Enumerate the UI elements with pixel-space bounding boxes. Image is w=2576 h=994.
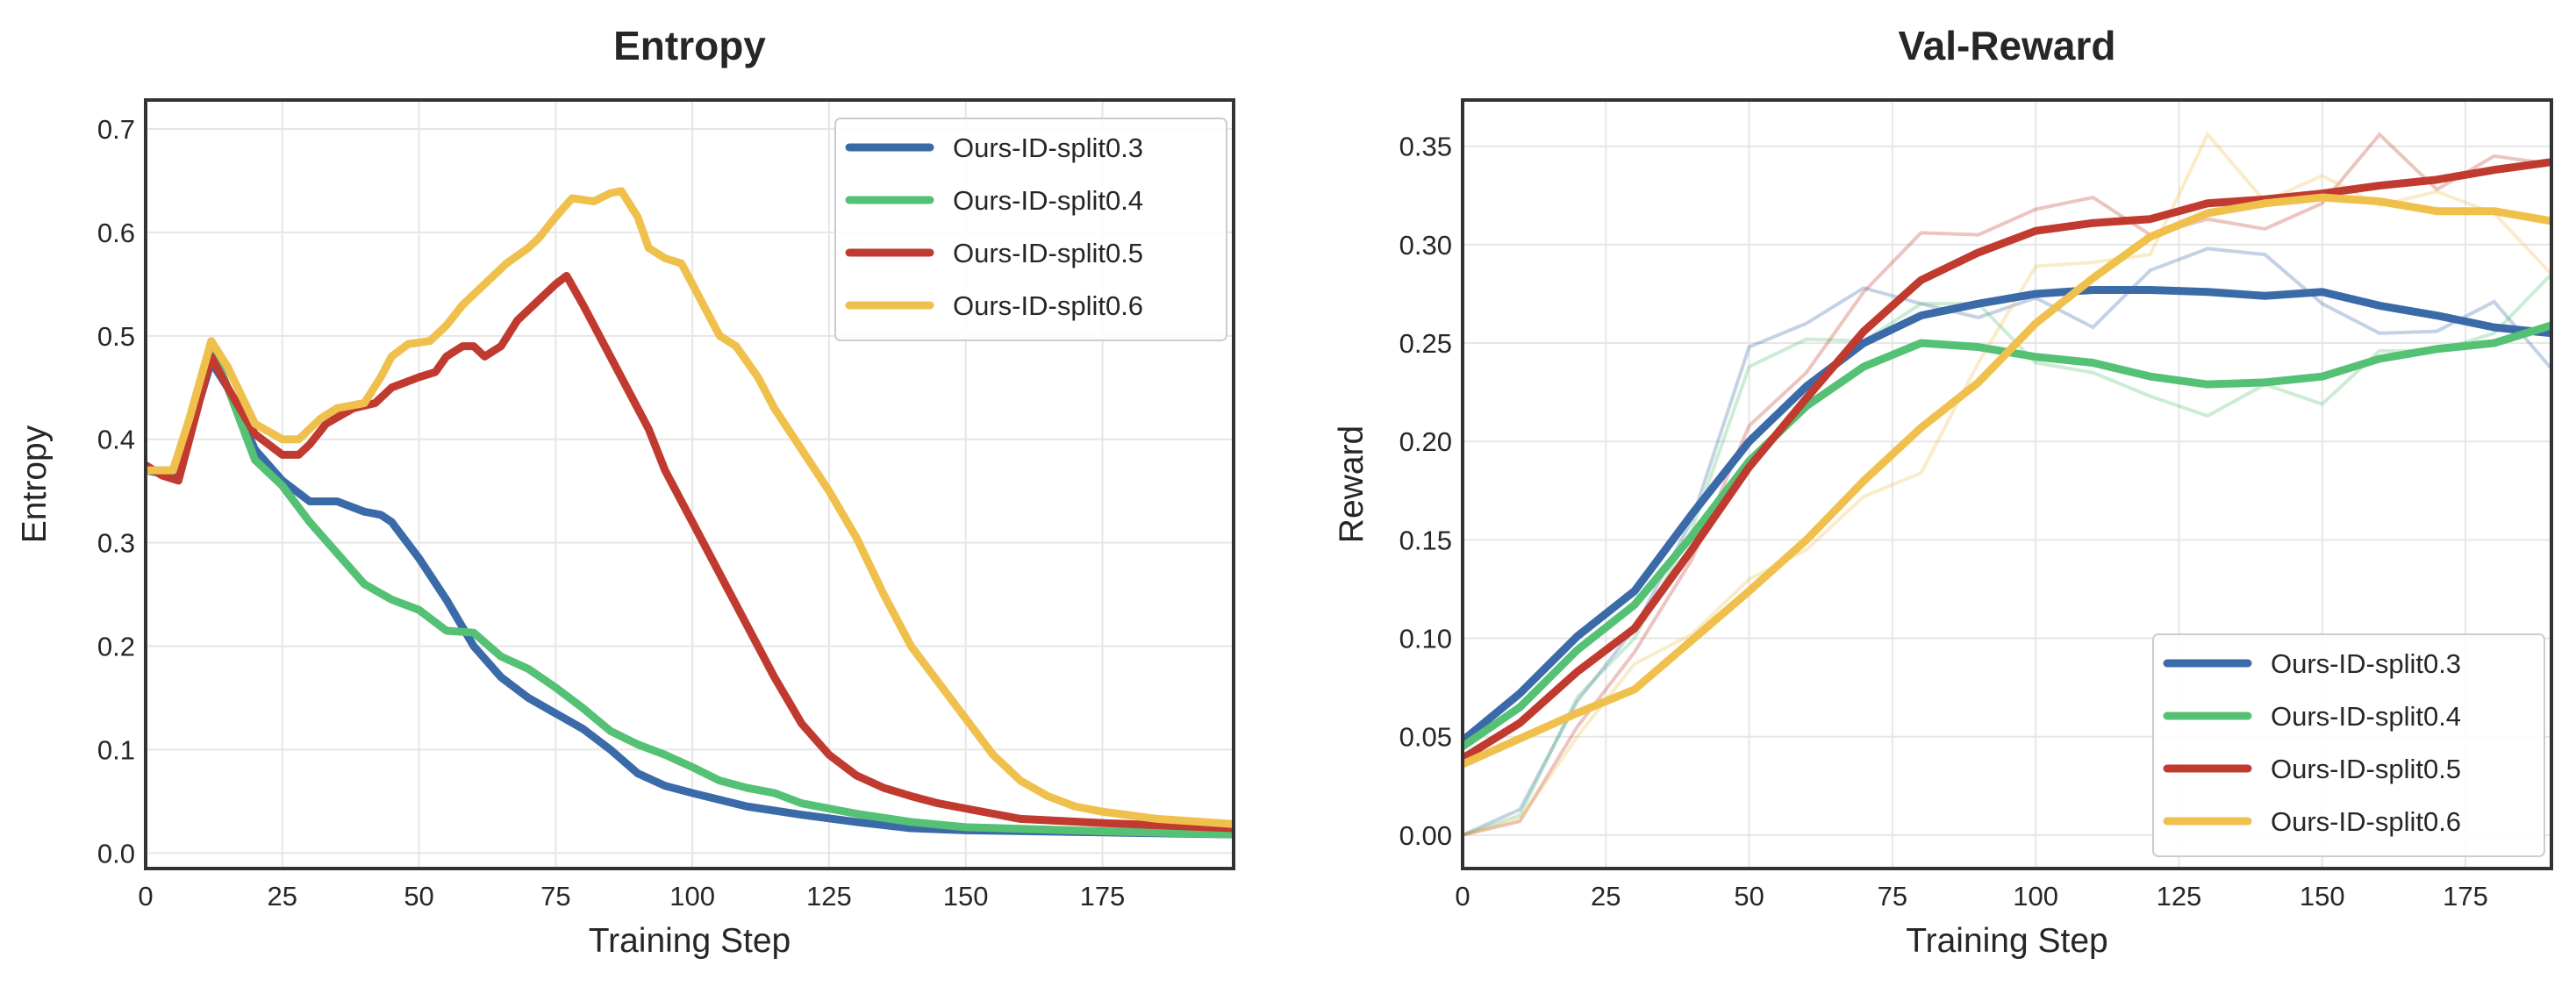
y-tick-label: 0.5: [97, 321, 135, 352]
y-tick-label: 0.0: [97, 838, 135, 869]
axes-frame: [1461, 98, 2553, 870]
series-line-Ours-ID-split0.5: [1463, 158, 2551, 762]
series-line-Ours-ID-split0.6: [146, 187, 1234, 828]
x-axis-label: Training Step: [589, 922, 791, 960]
raw-line-Ours-ID-split0.5: [1463, 132, 2551, 837]
x-tick-label: 150: [2300, 881, 2345, 912]
legend: Ours-ID-split0.3 Ours-ID-split0.4 Ours-ID-…: [834, 118, 1227, 341]
y-tick-label: 0.4: [97, 425, 135, 455]
x-tick-label: 150: [943, 881, 989, 912]
y-axis-label: Reward: [1333, 425, 1370, 543]
legend-label: Ours-ID-split0.5: [2271, 754, 2461, 784]
legend-label: Ours-ID-split0.3: [953, 132, 1143, 163]
legend-label: Ours-ID-split0.4: [2271, 701, 2461, 732]
x-tick-label: 100: [669, 881, 715, 912]
series-layer: [146, 187, 1234, 839]
series-line-Ours-ID-split0.5: [146, 271, 1234, 833]
legend-label: Ours-ID-split0.3: [2271, 648, 2461, 679]
x-tick-label: 175: [1080, 881, 1126, 912]
y-tick-label: 0.15: [1399, 525, 1452, 555]
y-tick-label: 0.25: [1399, 328, 1452, 359]
x-tick-label: 0: [1455, 881, 1470, 912]
x-tick-label: 125: [806, 881, 852, 912]
x-axis-label: Training Step: [1906, 922, 2108, 960]
series-line-Ours-ID-split0.3: [1463, 285, 2551, 745]
legend-label: Ours-ID-split0.5: [953, 238, 1143, 268]
y-tick-label: 0.20: [1399, 426, 1452, 457]
legend: Ours-ID-split0.3 Ours-ID-split0.4 Ours-ID-…: [2152, 633, 2545, 857]
series-line-Ours-ID-split0.6: [1463, 193, 2551, 769]
legend-box: [834, 118, 1227, 341]
legend-label: Ours-ID-split0.6: [2271, 806, 2461, 837]
legend-box: [2152, 633, 2545, 857]
y-tick-label: 0.7: [97, 114, 135, 145]
legend-label: Ours-ID-split0.6: [953, 290, 1143, 321]
chart-title: Entropy: [613, 23, 766, 68]
x-tick-label: 0: [138, 881, 153, 912]
y-tick-label: 0.3: [97, 528, 135, 559]
y-tick-label: 0.1: [97, 734, 135, 765]
chart-title: Val-Reward: [1899, 23, 2116, 68]
x-tick-label: 75: [540, 881, 570, 912]
x-tick-label: 25: [1591, 881, 1621, 912]
y-axis-label: Entropy: [16, 425, 54, 543]
x-tick-label: 50: [404, 881, 433, 912]
x-tick-label: 50: [1734, 881, 1764, 912]
x-tick-label: 75: [1878, 881, 1907, 912]
y-tick-label: 0.6: [97, 218, 135, 248]
x-tick-label: 25: [268, 881, 297, 912]
x-tick-label: 175: [2443, 881, 2488, 912]
y-tick-label: 0.35: [1399, 132, 1452, 162]
legend-label: Ours-ID-split0.4: [953, 185, 1143, 216]
x-tick-label: 100: [2013, 881, 2058, 912]
y-tick-label: 0.05: [1399, 722, 1452, 753]
series-line-Ours-ID-split0.4: [146, 342, 1234, 839]
x-tick-label: 125: [2157, 881, 2202, 912]
chart-1: Val-Reward 0 25 50 75 100 125 150 175 0.00 0.05 0.1…: [1333, 23, 2553, 960]
chart-0: Entropy 0 25 50 75 100 125 150 175 0.0 0.1 0.2 0.3 0.…: [16, 23, 1235, 960]
y-tick-label: 0.30: [1399, 230, 1452, 261]
y-tick-label: 0.10: [1399, 624, 1452, 654]
series-layer: [1463, 131, 2551, 837]
y-tick-label: 0.00: [1399, 820, 1452, 851]
axes-frame: [144, 98, 1235, 870]
y-tick-label: 0.2: [97, 632, 135, 662]
